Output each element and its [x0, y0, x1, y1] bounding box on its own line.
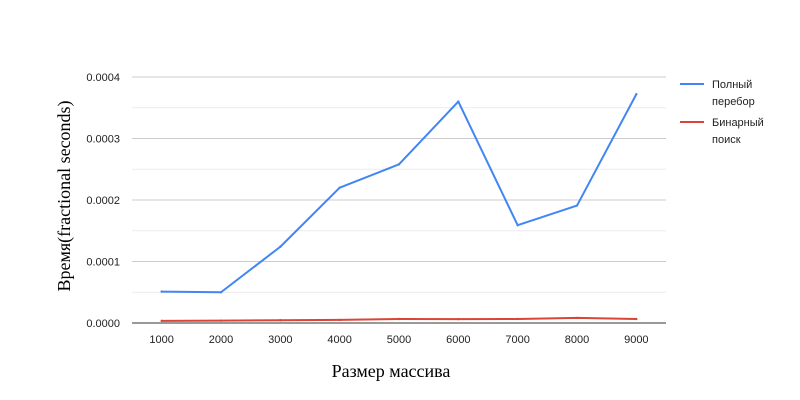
data-point — [219, 319, 223, 322]
grid-lines — [132, 76, 666, 293]
legend-label: поиск — [712, 134, 741, 146]
data-point — [575, 204, 579, 207]
x-axis-title: Размер массива — [332, 361, 451, 381]
data-point — [397, 163, 401, 166]
y-axis-title: Время(fractional seconds) — [54, 100, 75, 291]
data-point — [516, 317, 519, 321]
data-point — [219, 291, 223, 294]
legend-label: перебор — [712, 96, 755, 108]
y-axis-ticks: 0.0000 0.0001 0.0002 0.0003 0.0004 — [86, 72, 120, 330]
x-tick-label: 6000 — [446, 334, 470, 346]
legend: Полный перебор Бинарный поиск — [680, 79, 764, 146]
data-point — [338, 186, 341, 189]
data-point — [457, 100, 460, 103]
y-tick-label: 0.0000 — [86, 318, 120, 330]
x-tick-label: 8000 — [565, 334, 589, 346]
data-point — [635, 317, 638, 321]
legend-label: Полный — [712, 79, 752, 91]
data-point — [635, 93, 638, 96]
data-point — [160, 290, 163, 293]
y-tick-label: 0.0003 — [86, 134, 120, 146]
x-tick-label: 7000 — [505, 334, 529, 346]
data-point — [279, 245, 282, 248]
data-point — [338, 318, 341, 322]
data-point — [516, 224, 519, 227]
y-tick-label: 0.0001 — [86, 257, 120, 269]
legend-label: Бинарный — [712, 117, 764, 129]
x-tick-label: 5000 — [387, 334, 411, 346]
data-point — [160, 319, 163, 323]
x-tick-label: 3000 — [268, 334, 292, 346]
y-tick-label: 0.0002 — [86, 195, 120, 207]
x-tick-label: 4000 — [327, 334, 351, 346]
data-point — [457, 317, 460, 321]
series-line-1 — [161, 93, 638, 294]
x-axis-ticks: 1000 2000 3000 4000 5000 6000 7000 8000 9000 — [149, 334, 648, 346]
series-lines — [160, 93, 638, 323]
data-point — [279, 319, 282, 322]
x-tick-label: 2000 — [209, 334, 233, 346]
data-point — [575, 316, 579, 320]
x-tick-label: 1000 — [149, 334, 173, 346]
data-point — [397, 317, 401, 321]
y-tick-label: 0.0004 — [86, 72, 120, 84]
x-tick-label: 9000 — [624, 334, 648, 346]
